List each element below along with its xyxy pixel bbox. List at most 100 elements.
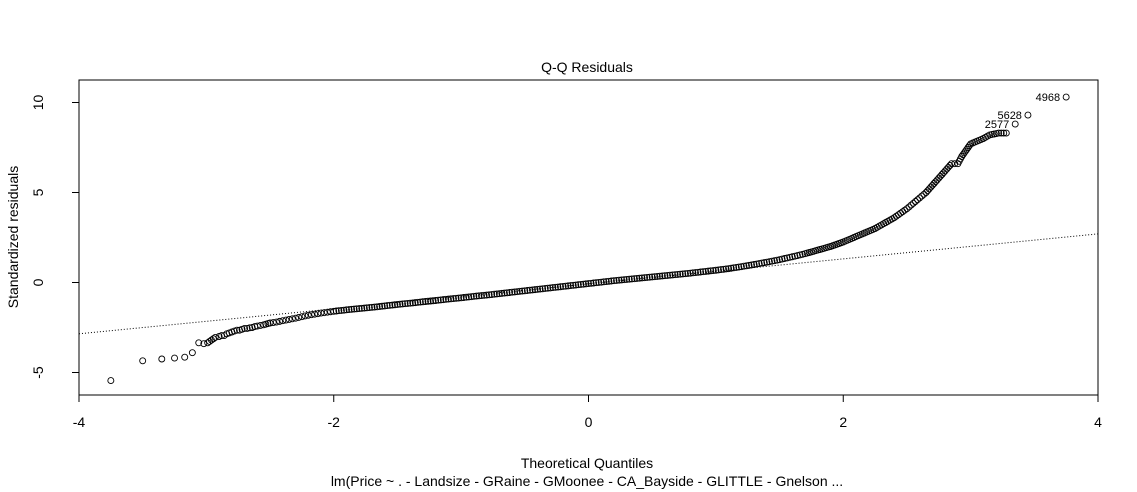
residual-point — [427, 297, 435, 305]
residual-point — [697, 268, 705, 276]
residual-point — [406, 299, 414, 307]
residual-point — [416, 298, 424, 306]
residual-point — [181, 353, 189, 361]
residual-point — [188, 349, 196, 357]
residual-point — [301, 312, 309, 320]
residual-point — [272, 318, 280, 326]
residual-point — [285, 315, 293, 323]
residual-point — [241, 324, 249, 332]
residual-point — [699, 268, 707, 276]
residual-point — [158, 355, 166, 363]
residual-point — [760, 259, 768, 267]
residual-point — [941, 167, 949, 175]
residual-point — [371, 303, 378, 311]
residual-point — [964, 144, 972, 151]
residual-point — [771, 257, 778, 265]
residual-point — [707, 267, 715, 275]
residual-point — [557, 283, 564, 291]
residual-point — [625, 275, 633, 283]
residual-point — [758, 259, 766, 267]
residual-point — [899, 208, 907, 216]
residual-point — [529, 286, 536, 294]
residual-point — [592, 279, 600, 287]
residual-point — [920, 190, 928, 198]
residual-point — [745, 261, 753, 269]
residual-point — [791, 252, 799, 260]
residual-point — [549, 284, 557, 292]
residual-point — [396, 300, 404, 308]
residual-point — [714, 266, 722, 274]
residual-point — [419, 298, 427, 306]
residual-point — [531, 286, 539, 294]
residual-point — [664, 271, 671, 279]
subtitle: lm(Price ~ . - Landsize - GRaine - GMoon… — [331, 473, 843, 489]
residual-point — [824, 243, 832, 251]
x-tick-label: 0 — [585, 414, 593, 430]
residual-point — [541, 285, 549, 292]
residual-point — [422, 298, 429, 305]
residual-point — [506, 289, 513, 296]
residual-point — [518, 287, 526, 295]
residual-point — [666, 271, 674, 279]
residual-point — [388, 301, 396, 309]
residual-point — [452, 294, 460, 302]
residual-point — [562, 282, 570, 290]
residual-point — [638, 274, 646, 282]
residual-point — [308, 311, 315, 319]
residual-point — [610, 277, 618, 285]
residual-point — [909, 199, 917, 207]
residual-point — [564, 282, 572, 290]
residual-point — [597, 278, 605, 286]
residual-point — [358, 304, 366, 312]
residual-point — [712, 266, 720, 274]
residual-point — [363, 304, 371, 312]
residual-point — [411, 299, 419, 307]
residual-point — [209, 335, 217, 343]
residual-point — [311, 310, 319, 318]
residual-point — [930, 180, 938, 187]
residual-point — [107, 377, 115, 385]
residual-point — [844, 236, 851, 244]
residual-point — [536, 285, 544, 293]
residual-point — [763, 258, 771, 266]
residual-point — [409, 299, 417, 307]
residual-point — [643, 273, 651, 281]
residual-point — [636, 274, 643, 282]
residual-point — [447, 295, 455, 303]
residual-point — [350, 305, 358, 313]
residual-point — [689, 269, 697, 277]
residual-point — [1011, 120, 1019, 128]
residual-point — [924, 187, 932, 195]
residual-point — [559, 283, 567, 290]
residual-point — [892, 212, 900, 220]
residual-point — [488, 291, 496, 298]
residual-point — [429, 297, 437, 305]
residual-point — [523, 287, 531, 294]
residual-point — [943, 165, 951, 173]
residual-point — [742, 262, 750, 270]
residual-point — [401, 300, 409, 308]
residual-point — [935, 174, 943, 182]
residual-point — [393, 301, 401, 308]
residual-point — [914, 196, 922, 204]
residual-point — [577, 280, 585, 288]
residual-point — [727, 264, 735, 272]
residual-point — [211, 333, 219, 341]
residual-point — [439, 296, 447, 304]
residual-point — [399, 300, 406, 308]
residual-point — [605, 277, 613, 285]
residual-point — [355, 305, 363, 313]
residual-point — [936, 172, 944, 180]
residual-point — [365, 304, 373, 312]
residual-point — [753, 260, 761, 268]
residual-point — [984, 132, 992, 140]
x-tick-label: -4 — [73, 414, 86, 430]
residual-point — [585, 280, 592, 288]
residual-point — [485, 291, 493, 299]
residual-point — [783, 254, 791, 262]
residual-point — [257, 321, 264, 329]
residual-point — [330, 307, 338, 315]
residual-point — [554, 283, 562, 291]
residual-point — [916, 194, 924, 202]
